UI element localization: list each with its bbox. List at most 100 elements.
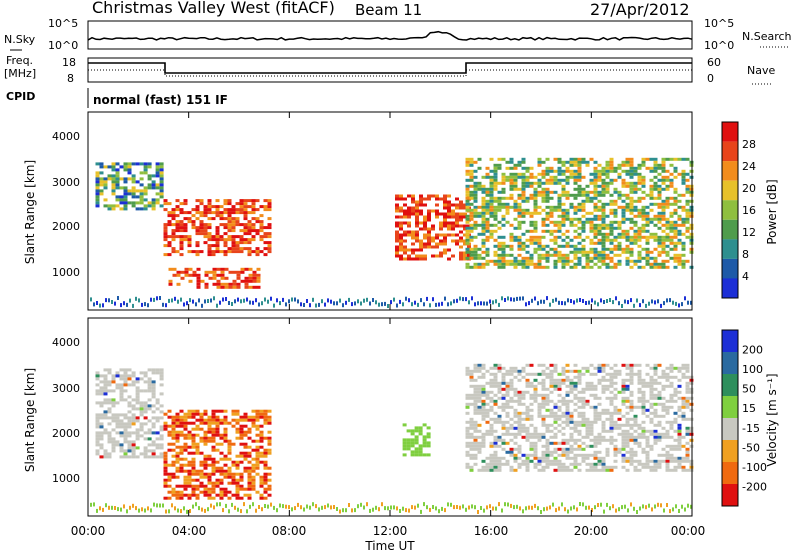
range-cell — [597, 175, 602, 179]
range-cell — [279, 301, 281, 306]
range-cell — [613, 214, 618, 218]
range-cell — [569, 202, 574, 206]
range-cell — [192, 273, 197, 277]
range-cell — [481, 184, 486, 188]
range-cell — [633, 441, 638, 445]
velocity-colorbar-label: Velocity [m s⁻¹] — [765, 373, 779, 466]
range-cell — [227, 445, 232, 449]
range-cell — [306, 504, 308, 509]
range-cell — [187, 415, 192, 419]
power-ytick-1000: 1000 — [52, 266, 80, 279]
range-cell — [653, 438, 658, 442]
range-cell — [216, 285, 221, 289]
range-cell — [625, 417, 630, 421]
range-cell — [509, 366, 514, 370]
range-cell — [573, 453, 578, 457]
colorbar-tick-label: -15 — [742, 422, 760, 435]
range-cell — [191, 472, 196, 476]
range-cell — [489, 232, 494, 236]
range-cell — [690, 504, 692, 509]
range-cell — [681, 411, 686, 415]
range-cell — [411, 505, 413, 510]
range-cell — [465, 256, 470, 260]
range-cell — [231, 208, 236, 212]
range-cell — [513, 226, 518, 230]
range-cell — [665, 175, 670, 179]
range-cell — [673, 468, 678, 472]
range-cell — [569, 238, 574, 242]
range-cell — [103, 389, 108, 393]
range-cell — [549, 453, 554, 457]
range-cell — [497, 220, 502, 224]
range-cell — [195, 250, 200, 254]
range-cell — [231, 412, 236, 416]
range-cell — [501, 244, 506, 248]
range-cell — [681, 208, 686, 212]
range-cell — [395, 206, 399, 210]
range-cell — [123, 374, 128, 378]
range-cell — [573, 262, 578, 266]
range-cell — [549, 384, 554, 388]
range-cell — [463, 203, 467, 207]
range-cell — [119, 207, 124, 211]
range-cell — [497, 235, 502, 239]
range-cell — [135, 296, 137, 301]
range-cell — [258, 505, 260, 509]
range-cell — [186, 301, 188, 306]
range-cell — [593, 205, 598, 209]
range-cell — [139, 452, 144, 456]
range-cell — [119, 413, 124, 417]
range-cell — [455, 242, 459, 246]
range-cell — [493, 459, 498, 463]
range-cell — [243, 415, 248, 419]
range-cell — [183, 506, 185, 511]
range-cell — [642, 504, 644, 509]
range-cell — [403, 209, 407, 213]
range-cell — [422, 444, 427, 448]
range-cell — [95, 183, 100, 187]
range-cell — [481, 205, 486, 209]
range-cell — [509, 450, 514, 454]
range-cell — [465, 396, 470, 400]
range-cell — [103, 392, 108, 396]
range-cell — [175, 415, 180, 419]
range-cell — [155, 437, 160, 441]
range-cell — [517, 456, 522, 460]
range-cell — [501, 447, 506, 451]
range-cell — [139, 410, 144, 414]
range-cell — [577, 217, 582, 221]
range-cell — [465, 184, 470, 188]
range-cell — [419, 245, 423, 249]
range-cell — [239, 205, 244, 209]
colorbar-tick-label: 24 — [742, 160, 756, 173]
range-cell — [581, 247, 586, 251]
range-cell — [459, 215, 463, 219]
range-cell — [627, 508, 629, 513]
range-cell — [649, 187, 654, 191]
range-cell — [469, 214, 474, 218]
range-cell — [427, 230, 431, 234]
range-cell — [537, 372, 542, 376]
range-cell — [219, 490, 224, 494]
range-cell — [633, 181, 638, 185]
range-cell — [661, 217, 666, 221]
range-cell — [469, 184, 474, 188]
range-cell — [243, 430, 248, 434]
range-cell — [489, 444, 494, 448]
range-cell — [251, 238, 256, 242]
colorbar-block — [722, 239, 738, 259]
range-cell — [633, 435, 638, 439]
range-cell — [252, 276, 257, 280]
range-cell — [239, 208, 244, 212]
range-cell — [95, 416, 100, 420]
range-cell — [569, 250, 574, 254]
range-cell — [255, 466, 260, 470]
range-cell — [509, 178, 514, 182]
range-cell — [187, 493, 192, 497]
range-cell — [231, 302, 233, 306]
range-cell — [621, 220, 626, 224]
range-cell — [485, 247, 490, 251]
range-cell — [597, 378, 602, 382]
range-cell — [203, 466, 208, 470]
range-cell — [441, 506, 443, 511]
